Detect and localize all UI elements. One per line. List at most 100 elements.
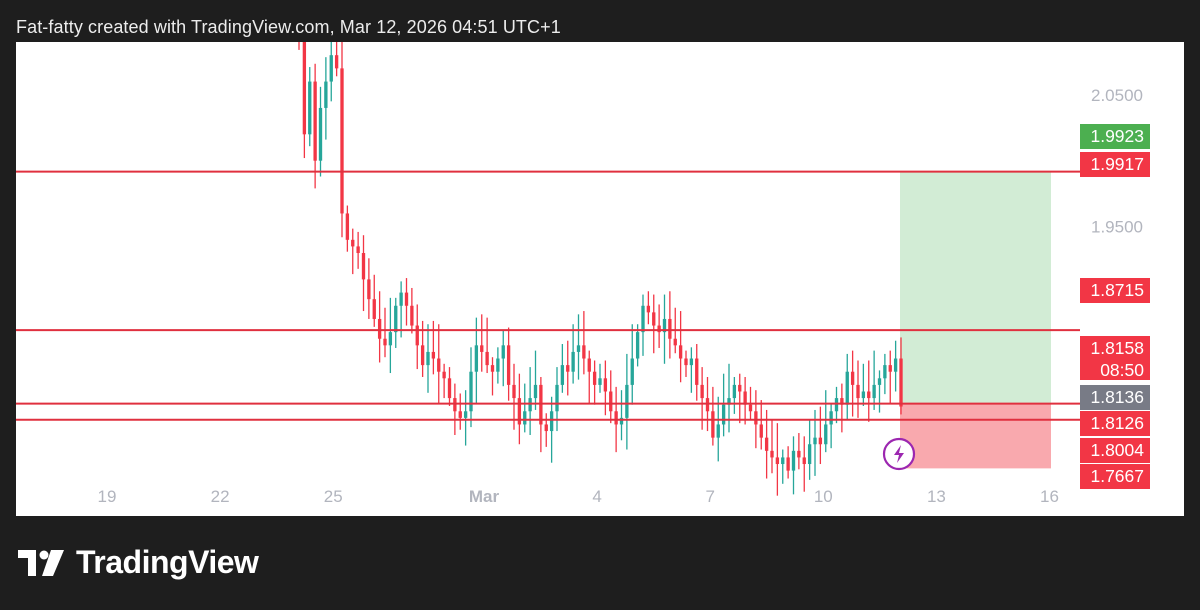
candle-body bbox=[334, 55, 339, 69]
price-badge-bg bbox=[1080, 385, 1150, 410]
candle-body bbox=[646, 305, 651, 313]
candle-body bbox=[770, 450, 774, 458]
price-badge: 1.8004 bbox=[1090, 440, 1144, 460]
chart-header: Fat-fatty created with TradingView.com, … bbox=[16, 17, 561, 37]
candle-body bbox=[517, 398, 522, 425]
price-badge-bg bbox=[1080, 336, 1150, 361]
candle-body bbox=[463, 411, 468, 418]
candle-body bbox=[609, 391, 613, 412]
candle-body bbox=[743, 391, 747, 405]
candle-body bbox=[528, 398, 532, 412]
candle-body bbox=[410, 305, 414, 326]
candle-body bbox=[512, 384, 516, 399]
candle-body bbox=[490, 365, 495, 372]
price-badge: 1.9917 bbox=[1090, 154, 1144, 174]
stop-loss-zone bbox=[900, 403, 1051, 469]
candle-body bbox=[318, 107, 323, 161]
candle-body bbox=[506, 345, 511, 385]
candle-body bbox=[748, 404, 753, 412]
candle-body bbox=[469, 371, 473, 412]
candle-body bbox=[802, 457, 806, 465]
time-tick-label: 4 bbox=[592, 487, 601, 506]
price-badge: 1.8715 bbox=[1090, 280, 1144, 300]
candle-body bbox=[797, 450, 801, 458]
candle-body bbox=[399, 292, 403, 306]
candle-body bbox=[705, 398, 710, 412]
horizontal-lines bbox=[16, 170, 1080, 421]
price-badge-bg bbox=[1080, 152, 1150, 177]
candle-body bbox=[684, 358, 688, 366]
candle-body bbox=[474, 345, 479, 372]
candle-body bbox=[420, 345, 425, 366]
price-badge-bg bbox=[1080, 464, 1150, 489]
candle-body bbox=[447, 378, 452, 399]
candle-body bbox=[775, 457, 780, 465]
candle-body bbox=[523, 411, 527, 425]
candle-body bbox=[571, 351, 575, 372]
candle-body bbox=[345, 213, 350, 240]
candle-body bbox=[533, 384, 538, 399]
candle-body bbox=[302, 42, 307, 135]
time-axis: 19 22 25 Mar 4 7 10 13 16 bbox=[98, 487, 1059, 506]
candle-body bbox=[786, 457, 790, 471]
candle-body bbox=[426, 351, 430, 366]
candle-body bbox=[367, 279, 371, 300]
candle-body bbox=[480, 345, 484, 352]
candle-body bbox=[888, 365, 892, 372]
candle-body bbox=[657, 325, 661, 333]
time-tick-label: 25 bbox=[324, 487, 343, 506]
price-badge: 1.9923 bbox=[1090, 126, 1144, 146]
candle-body bbox=[340, 68, 344, 214]
candle-body bbox=[383, 338, 387, 346]
price-tick-label: 1.9500 bbox=[1091, 218, 1143, 237]
candle-body bbox=[732, 384, 737, 399]
candle-body bbox=[539, 384, 543, 425]
candle-body bbox=[625, 384, 629, 418]
time-tick-label: 10 bbox=[814, 487, 833, 506]
candle-body bbox=[850, 371, 855, 385]
tradingview-logo[interactable]: TradingView bbox=[18, 544, 259, 581]
candle-body bbox=[678, 345, 683, 359]
candle-body bbox=[485, 351, 489, 366]
candle-body bbox=[576, 345, 581, 352]
price-badge-bg bbox=[1080, 411, 1150, 436]
candle-body bbox=[877, 378, 882, 385]
candle-body bbox=[711, 411, 715, 438]
candle-body bbox=[404, 292, 409, 306]
candle-body bbox=[619, 417, 624, 425]
candle-body bbox=[818, 437, 823, 445]
position-zones bbox=[900, 171, 1051, 469]
candle-body bbox=[781, 457, 785, 465]
candle-body bbox=[361, 253, 366, 280]
candle-body bbox=[867, 391, 871, 399]
candle-body bbox=[329, 55, 333, 82]
candle-body bbox=[845, 371, 849, 405]
candle-body bbox=[738, 384, 742, 392]
candle-body bbox=[872, 384, 876, 399]
candle-body bbox=[668, 318, 672, 339]
tradingview-logo-icon bbox=[18, 549, 64, 576]
profit-zone bbox=[900, 171, 1051, 404]
candlestick-series bbox=[298, 42, 903, 496]
countdown-badge-bg bbox=[1080, 358, 1150, 380]
time-tick-label: 13 bbox=[927, 487, 946, 506]
candle-body bbox=[635, 332, 640, 359]
candle-body bbox=[840, 398, 844, 405]
candle-body bbox=[689, 358, 694, 366]
candle-body bbox=[641, 305, 645, 333]
candle-body bbox=[560, 365, 565, 385]
candle-body bbox=[764, 437, 769, 451]
candle-body bbox=[582, 345, 586, 359]
candle-body bbox=[356, 246, 360, 254]
lightning-bolt bbox=[894, 445, 904, 463]
candle-body bbox=[899, 358, 903, 407]
price-badge-bg bbox=[1080, 278, 1150, 303]
candle-body bbox=[587, 358, 591, 372]
countdown-badge: 08:50 bbox=[1100, 360, 1144, 380]
candle-body bbox=[695, 358, 699, 385]
candle-body bbox=[861, 391, 866, 399]
candle-body bbox=[603, 378, 608, 392]
